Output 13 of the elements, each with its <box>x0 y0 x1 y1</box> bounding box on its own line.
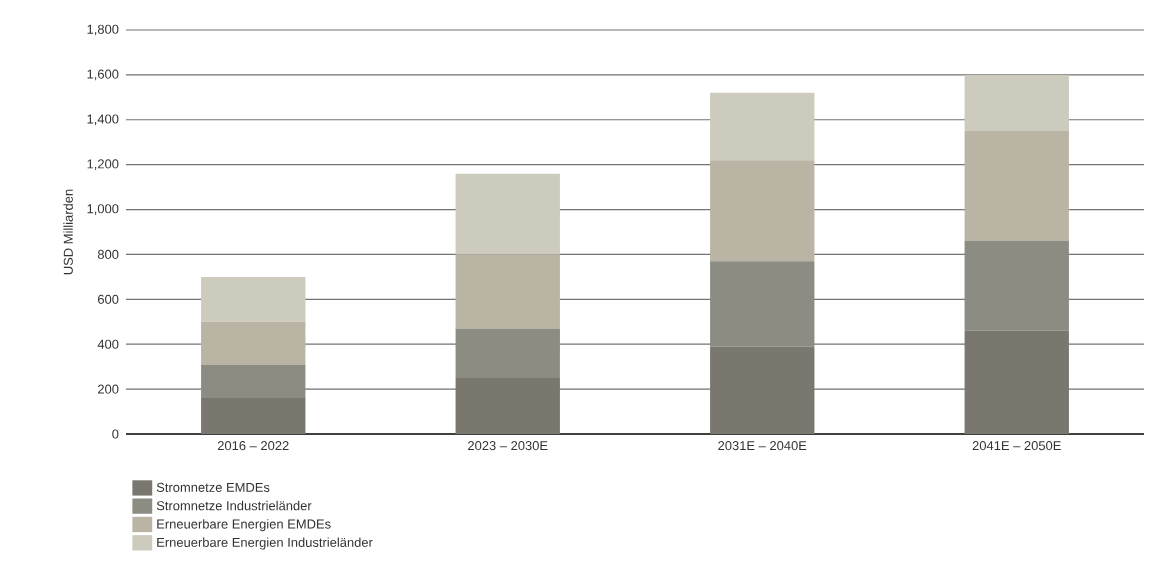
bar <box>201 398 306 434</box>
bar <box>964 240 1069 331</box>
bar <box>455 173 560 255</box>
bar <box>710 261 815 347</box>
bar <box>201 364 306 399</box>
bar <box>710 92 815 161</box>
bar <box>710 160 815 262</box>
bar <box>964 74 1069 131</box>
bar <box>201 276 306 322</box>
bar <box>201 321 306 365</box>
bar <box>964 131 1069 241</box>
bar <box>455 328 560 378</box>
bar <box>455 254 560 329</box>
